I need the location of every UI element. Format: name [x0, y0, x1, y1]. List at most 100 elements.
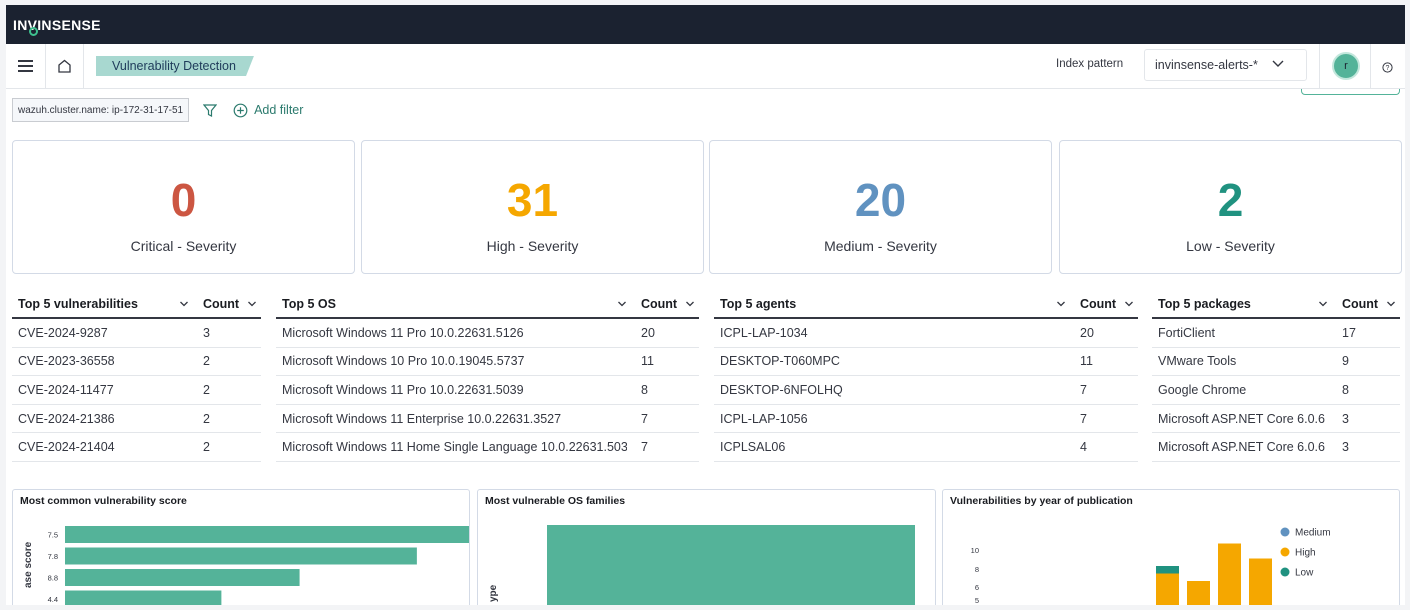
panel-title: Vulnerabilities by year of publication: [950, 495, 1133, 507]
chart-bar: [1249, 558, 1272, 605]
hamburger-icon: [17, 60, 33, 72]
medium-label: Medium - Severity: [824, 238, 937, 254]
legend-marker: [1280, 547, 1290, 557]
table-row[interactable]: Microsoft Windows 11 Pro 10.0.22631.5039…: [276, 376, 699, 405]
table-row[interactable]: CVE-2024-9287 3: [12, 319, 261, 348]
menu-button[interactable]: [6, 43, 46, 89]
critical-count: 0: [170, 174, 197, 226]
chart-bar: [1218, 543, 1241, 605]
table-row[interactable]: Microsoft Windows 11 Pro 10.0.22631.5126…: [276, 319, 699, 348]
table-header: Top 5 agents Count: [714, 291, 1138, 319]
table-row[interactable]: DESKTOP-T060MPC 11: [714, 348, 1138, 377]
index-pattern-label: Index pattern: [1056, 58, 1124, 70]
legend-marker: [1280, 527, 1290, 537]
os-families-chart: ype: [488, 525, 915, 605]
divider: [1370, 44, 1371, 89]
column-header-count[interactable]: Count: [1074, 297, 1138, 311]
table-row[interactable]: DESKTOP-6NFOLHQ 7: [714, 376, 1138, 405]
vulnerability-score-panel: Most common vulnerability score ase scor…: [12, 489, 470, 605]
chart-bar: [547, 525, 915, 605]
svg-text:?: ?: [1386, 65, 1390, 72]
critical-label: Critical - Severity: [130, 238, 237, 254]
table-row[interactable]: VMware Tools 9: [1152, 348, 1400, 377]
panel-title: Most vulnerable OS families: [485, 495, 626, 507]
home-button[interactable]: [46, 43, 84, 89]
column-header-count[interactable]: Count: [197, 297, 261, 311]
panel-title: Most common vulnerability score: [20, 495, 187, 507]
table-header: Top 5 OS Count: [276, 291, 699, 319]
help-icon[interactable]: ?: [1382, 62, 1393, 73]
low-label: Low - Severity: [1186, 238, 1275, 254]
filter-bar: wazuh.cluster.name: ip-172-31-17-51 Add …: [12, 98, 303, 122]
vulnerabilities-by-year-chart: 10 8 6 5 Medium High Low: [971, 527, 1331, 605]
table-row[interactable]: Microsoft ASP.NET Core 6.0.6 Sh 3: [1152, 433, 1400, 462]
user-avatar[interactable]: r: [1332, 52, 1360, 80]
high-count: 31: [506, 174, 559, 226]
table-row[interactable]: ICPLSAL06 4: [714, 433, 1138, 462]
table-row[interactable]: CVE-2024-21404 2: [12, 433, 261, 462]
chart-bar: [65, 526, 469, 543]
chevron-down-icon: [686, 301, 694, 307]
table-row[interactable]: Google Chrome 8: [1152, 376, 1400, 405]
column-header-count[interactable]: Count: [635, 297, 699, 311]
table-row[interactable]: CVE-2024-11477 2: [12, 376, 261, 405]
tick-label: 4.4: [48, 595, 58, 604]
logo-ring-icon: [29, 26, 38, 36]
breadcrumb[interactable]: Vulnerability Detection: [96, 56, 254, 76]
tick-label: 6: [975, 583, 979, 592]
chart-bar: [65, 547, 417, 565]
column-header-count[interactable]: Count: [1336, 297, 1400, 311]
refresh-button[interactable]: [1301, 89, 1400, 95]
column-header-name[interactable]: Top 5 agents: [714, 297, 1074, 311]
table-row[interactable]: ICPL-LAP-1056 7: [714, 405, 1138, 434]
tick-label: 5: [975, 596, 979, 605]
index-pattern-value: invinsense-alerts-*: [1155, 58, 1258, 72]
add-filter-button[interactable]: Add filter: [233, 103, 303, 118]
low-severity-card[interactable]: 2 Low - Severity: [1059, 140, 1402, 274]
table-row[interactable]: FortiClient 17: [1152, 319, 1400, 348]
high-severity-card[interactable]: 31 High - Severity: [361, 140, 704, 274]
chart-bar: [65, 569, 300, 586]
chevron-down-icon: [248, 301, 256, 307]
index-pattern-select[interactable]: invinsense-alerts-*: [1144, 49, 1307, 81]
y-axis-label: ase score: [23, 541, 34, 588]
tick-label: 7.8: [48, 552, 58, 561]
filter-toggle[interactable]: [203, 103, 218, 117]
medium-severity-card[interactable]: 20 Medium - Severity: [709, 140, 1052, 274]
chevron-down-icon: [1387, 301, 1395, 307]
table-row[interactable]: Microsoft Windows 11 Home Single Languag…: [276, 433, 699, 462]
column-header-name[interactable]: Top 5 packages: [1152, 297, 1336, 311]
tick-label: 8: [975, 565, 979, 574]
divider: [1319, 44, 1320, 89]
legend-label: Medium: [1295, 528, 1331, 539]
app-frame: INVINSENSE Vulnerability Detection Index…: [6, 5, 1405, 605]
home-icon: [58, 59, 71, 73]
filter-pill[interactable]: wazuh.cluster.name: ip-172-31-17-51: [12, 98, 190, 122]
column-header-name[interactable]: Top 5 vulnerabilities: [12, 297, 197, 311]
column-header-name[interactable]: Top 5 OS: [276, 297, 635, 311]
top-agents-table: Top 5 agents Count ICPL-LAP-1034 20 DESKT…: [714, 291, 1138, 462]
legend-label: High: [1295, 548, 1316, 559]
chevron-down-icon: [1125, 301, 1133, 307]
top-packages-table: Top 5 packages Count FortiClient 17 VMwar…: [1152, 291, 1400, 462]
table-row[interactable]: CVE-2023-36558 2: [12, 348, 261, 377]
os-families-panel: Most vulnerable OS families ype: [477, 489, 936, 605]
chevron-down-icon: [618, 301, 626, 307]
table-row[interactable]: ICPL-LAP-1034 20: [714, 319, 1138, 348]
chevron-down-icon: [180, 301, 188, 307]
table-row[interactable]: CVE-2024-21386 2: [12, 405, 261, 434]
y-axis-label: ype: [488, 584, 499, 602]
invinsense-logo[interactable]: INVINSENSE: [13, 10, 101, 40]
low-count: 2: [1217, 174, 1244, 226]
top-vulnerabilities-table: Top 5 vulnerabilities Count CVE-2024-928…: [12, 291, 261, 462]
funnel-icon: [203, 103, 218, 117]
legend-marker: [1280, 567, 1290, 577]
table-row[interactable]: Microsoft Windows 10 Pro 10.0.19045.5737…: [276, 348, 699, 377]
table-header: Top 5 packages Count: [1152, 291, 1400, 319]
critical-severity-card[interactable]: 0 Critical - Severity: [12, 140, 355, 274]
top-header: INVINSENSE: [6, 5, 1405, 44]
table-row[interactable]: Microsoft Windows 11 Enterprise 10.0.226…: [276, 405, 699, 434]
tick-label: 7.5: [48, 531, 58, 540]
vulnerability-score-chart: ase score 7.5 7.8 8.8 4.4: [23, 526, 469, 605]
